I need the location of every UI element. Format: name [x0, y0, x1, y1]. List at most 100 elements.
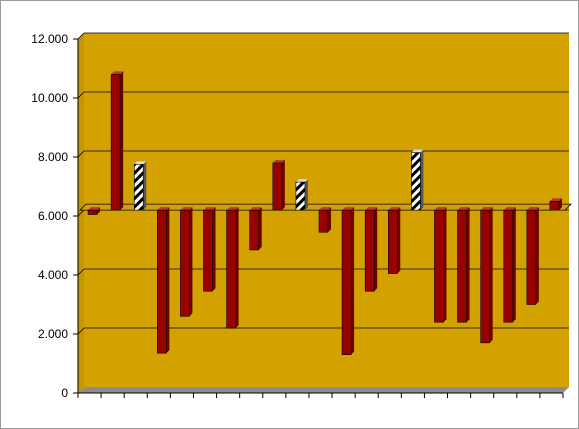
bar-top: [180, 207, 193, 211]
bar-front: [549, 200, 560, 211]
bar-front: [457, 209, 467, 323]
bar: [457, 207, 470, 323]
bar-top: [457, 207, 470, 211]
bar-front: [180, 209, 190, 317]
bar-front: [480, 209, 490, 344]
bar-top: [157, 207, 170, 211]
gridline-depth: [77, 91, 85, 99]
bar: [364, 207, 378, 292]
bar-side: [443, 207, 447, 323]
bar-top: [342, 207, 355, 211]
bar-front: [133, 164, 144, 211]
bar-top: [134, 161, 147, 165]
bar-side: [351, 207, 355, 355]
bar-top: [549, 198, 562, 202]
bar: [249, 207, 262, 251]
bar-top: [88, 207, 101, 211]
bar-front: [341, 209, 352, 355]
bar-side: [328, 207, 331, 233]
gridline-depth: [77, 209, 85, 217]
y-axis-tick-labels: 0 2.000 4.000 6.000 8.000 10.000 12.000: [31, 32, 68, 400]
bar-side: [120, 71, 124, 211]
bar-front: [249, 209, 260, 251]
bar-top: [388, 207, 401, 211]
y-tick-label: 8.000: [38, 150, 68, 164]
bar-side: [374, 207, 378, 292]
y-tick-label: 6.000: [38, 209, 68, 223]
bar-front: [157, 209, 167, 354]
bar: [272, 159, 285, 211]
bar: [341, 207, 355, 355]
bar-side: [189, 207, 193, 317]
bar-side: [397, 207, 401, 274]
bar-front: [526, 209, 537, 305]
bar-side: [512, 207, 516, 323]
bar-side: [166, 207, 170, 354]
bar-top: [411, 149, 424, 153]
y-tick-label: 0: [61, 386, 68, 400]
bar-top: [319, 207, 331, 211]
bar: [180, 207, 193, 317]
bar-side: [466, 207, 470, 323]
bar-top: [295, 179, 308, 183]
bar-front: [272, 162, 283, 211]
bar: [549, 198, 562, 211]
bar: [387, 207, 401, 274]
bar: [157, 207, 170, 354]
bar: [434, 207, 447, 323]
bar-top: [434, 207, 447, 211]
bar: [480, 207, 493, 344]
bar-front: [203, 209, 213, 292]
gridline-depth: [77, 32, 85, 40]
y-tick-label: 4.000: [38, 268, 68, 282]
bar-top: [226, 207, 239, 211]
y-tick-label: 2.000: [38, 327, 68, 341]
bar: [318, 207, 331, 233]
bar-front: [226, 209, 236, 329]
bar: [526, 207, 539, 305]
bar-front: [434, 209, 444, 323]
bar-top: [526, 207, 539, 211]
bar-side: [535, 207, 539, 305]
axes: [73, 38, 564, 398]
bar: [133, 161, 147, 211]
bar-front: [295, 181, 306, 211]
bar-side: [97, 207, 101, 215]
bar-front: [503, 209, 514, 323]
bar-top: [480, 207, 493, 211]
bar-side: [143, 161, 147, 211]
bar: [503, 207, 516, 323]
bar-top: [272, 159, 285, 163]
bar: [87, 207, 101, 215]
bar-top: [111, 71, 124, 75]
bar-side: [558, 198, 562, 211]
bar: [411, 149, 424, 211]
bar-top: [249, 207, 262, 211]
bar: [203, 207, 216, 292]
bar-front: [87, 209, 98, 215]
y-tick-label: 10.000: [31, 91, 68, 105]
bar-front: [110, 74, 121, 211]
bar: [226, 207, 239, 329]
bars: [87, 71, 562, 355]
bar: [110, 71, 124, 211]
plot-floor: [78, 387, 569, 393]
bar-side: [489, 207, 493, 343]
bar-side: [212, 207, 216, 292]
bar-side: [420, 149, 424, 211]
gridline-depth: [77, 268, 85, 276]
bar-side: [235, 207, 239, 329]
bar-top: [203, 207, 216, 211]
bar-top: [503, 207, 516, 211]
bar-front: [364, 209, 375, 292]
bar-front: [387, 209, 398, 274]
gridline-depth: [77, 150, 85, 158]
bar-side: [304, 179, 308, 211]
gridline-depth: [77, 327, 85, 335]
bar: [295, 179, 308, 211]
bar-front: [318, 209, 329, 233]
bar-front: [411, 152, 421, 211]
bar-side: [258, 207, 262, 250]
bar-side: [281, 159, 285, 211]
